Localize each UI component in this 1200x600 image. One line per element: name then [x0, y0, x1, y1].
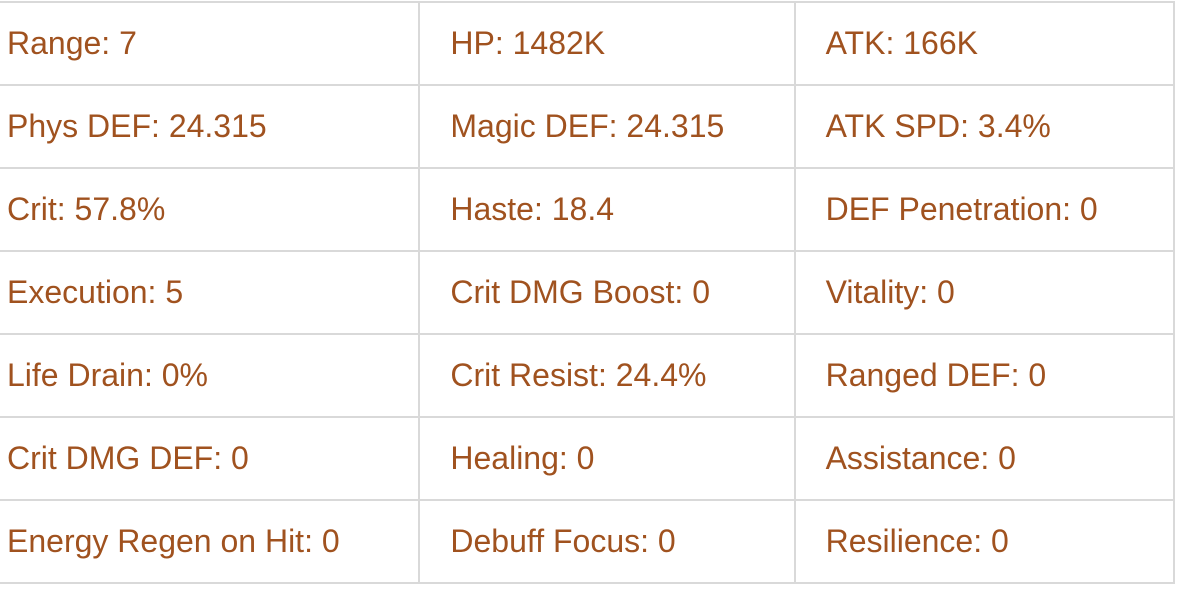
stat-cell: Healing: 0: [418, 416, 796, 501]
table-row: Crit DMG DEF: 0 Healing: 0 Assistance: 0: [0, 416, 1176, 501]
stat-cell: Debuff Focus: 0: [418, 499, 796, 584]
table-row: Phys DEF: 24.315 Magic DEF: 24.315 ATK SPD…: [0, 84, 1176, 169]
stat-cell: Resilience: 0: [793, 499, 1176, 584]
stat-cell: Magic DEF: 24.315: [418, 84, 796, 169]
stat-cell: ATK: 166K: [793, 1, 1176, 86]
table-row: Energy Regen on Hit: 0 Debuff Focus: 0 Res…: [0, 499, 1176, 584]
stats-table: Range: 7 HP: 1482K ATK: 166K Phys DEF: 24.3…: [0, 1, 1176, 584]
table-row: Execution: 5 Crit DMG Boost: 0 Vitality: 0: [0, 250, 1176, 335]
table-row: Crit: 57.8% Haste: 18.4 DEF Penetration: 0: [0, 167, 1176, 252]
stat-cell: Life Drain: 0%: [0, 333, 421, 418]
stat-cell: Vitality: 0: [793, 250, 1176, 335]
stat-cell: Range: 7: [0, 1, 421, 86]
stat-cell: Ranged DEF: 0: [793, 333, 1176, 418]
stat-cell: Execution: 5: [0, 250, 421, 335]
stat-cell: Phys DEF: 24.315: [0, 84, 421, 169]
stat-cell: Crit DMG DEF: 0: [0, 416, 421, 501]
stat-cell: Crit: 57.8%: [0, 167, 421, 252]
stat-cell: ATK SPD: 3.4%: [793, 84, 1176, 169]
table-row: Range: 7 HP: 1482K ATK: 166K: [0, 1, 1176, 86]
stat-cell: Haste: 18.4: [418, 167, 796, 252]
stat-cell: Crit Resist: 24.4%: [418, 333, 796, 418]
table-row: Life Drain: 0% Crit Resist: 24.4% Ranged D…: [0, 333, 1176, 418]
stat-cell: Energy Regen on Hit: 0: [0, 499, 421, 584]
stat-cell: Assistance: 0: [793, 416, 1176, 501]
stat-cell: DEF Penetration: 0: [793, 167, 1176, 252]
stat-cell: Crit DMG Boost: 0: [418, 250, 796, 335]
stat-cell: HP: 1482K: [418, 1, 796, 86]
